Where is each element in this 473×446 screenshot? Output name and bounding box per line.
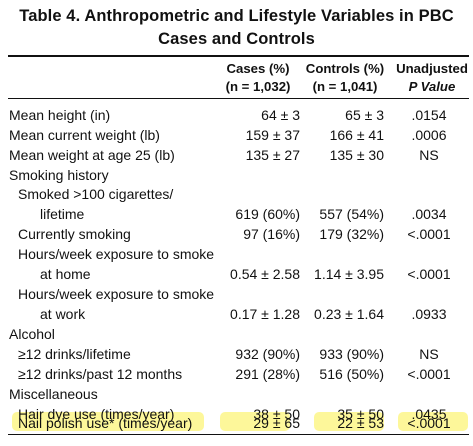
row-label: lifetime <box>40 206 85 222</box>
row-label: Nail polish use* (times/year) <box>18 415 193 431</box>
row-label: Mean current weight (lb) <box>9 127 160 143</box>
table-row: Hair dye use (times/year) 38 ± 50 35 ± 50.… <box>0 404 473 425</box>
row-label: Miscellaneous <box>9 386 98 402</box>
row-controls-value: 35 ± 50 <box>337 406 384 422</box>
row-controls-value: 65 ± 3 <box>345 107 384 123</box>
row-label: Smoking history <box>9 167 109 183</box>
row-cases-value: 291 (28%) <box>235 366 300 382</box>
table-row: Hours/week exposure to smoke <box>0 284 473 305</box>
table-title-line1: Table 4. Anthropometric and Lifestyle Va… <box>19 7 454 25</box>
row-controls-value: 1.14 ± 3.95 <box>314 266 384 282</box>
table-row: Alcohol <box>0 324 473 345</box>
highlight-label <box>12 412 204 431</box>
table-row: Currently smoking 97 (16%) 179 (32%) <.0001 <box>0 224 473 245</box>
table-row: ≥12 drinks/lifetime 932 (90%) 933 (90%) NS <box>0 344 473 365</box>
row-p-value: NS <box>419 147 439 163</box>
table-row: Mean height (in) 64 ± 3 65 ± 3 .0154 <box>0 105 473 126</box>
table-row: at work 0.17 ± 1.28 0.23 ± 1.64 .0933 <box>0 304 473 325</box>
row-controls-value: 933 (90%) <box>319 346 384 362</box>
row-cases-value: 619 (60%) <box>235 206 300 222</box>
row-cases-value: 159 ± 37 <box>245 127 300 143</box>
table-title: Table 4. Anthropometric and Lifestyle Va… <box>0 5 473 51</box>
row-p-value: <.0001 <box>407 226 451 242</box>
row-p-value: .0933 <box>411 306 447 322</box>
row-cases-value: 0.17 ± 1.28 <box>230 306 300 322</box>
table-row: Mean weight at age 25 (lb) 135 ± 27 135 ± … <box>0 145 473 166</box>
row-p-value: <.0001 <box>407 415 451 431</box>
highlight-controls <box>314 412 384 431</box>
top-rule <box>8 55 469 57</box>
row-p-value: <.0001 <box>407 266 451 282</box>
row-cases-value: 38 ± 50 <box>253 406 300 422</box>
table-title-line2: Cases and Controls <box>158 30 315 48</box>
row-cases-value: 29 ± 65 <box>253 415 300 431</box>
table-row: lifetime 619 (60%) 557 (54%) .0034 <box>0 204 473 225</box>
row-label: Mean weight at age 25 (lb) <box>9 147 175 163</box>
row-p-value: .0034 <box>411 206 447 222</box>
row-label: Alcohol <box>9 326 55 342</box>
row-p-value: .0154 <box>411 107 447 123</box>
row-cases-value: 97 (16%) <box>243 226 300 242</box>
header-p-line1: Unadjusted <box>396 61 468 76</box>
row-label: Hair dye use (times/year) <box>18 406 175 422</box>
row-p-value: <.0001 <box>407 366 451 382</box>
bottom-rule <box>8 434 469 435</box>
row-controls-value: 135 ± 30 <box>329 147 384 163</box>
row-cases-value: 135 ± 27 <box>245 147 300 163</box>
row-controls-value: 179 (32%) <box>319 226 384 242</box>
table-row: ≥12 drinks/past 12 months 291 (28%) 516 (5… <box>0 364 473 385</box>
row-label: ≥12 drinks/lifetime <box>18 346 131 362</box>
row-controls-value: 22 ± 53 <box>337 415 384 431</box>
row-label: Currently smoking <box>18 226 131 242</box>
row-p-value: NS <box>419 346 439 362</box>
row-controls-value: 557 (54%) <box>319 206 384 222</box>
highlight-p <box>398 412 468 431</box>
row-controls-value: 166 ± 41 <box>329 127 384 143</box>
row-controls-value: 516 (50%) <box>319 366 384 382</box>
header-controls-line2: (n = 1,041) <box>312 79 378 94</box>
table-row: at home 0.54 ± 2.58 1.14 ± 3.95 <.0001 <box>0 264 473 285</box>
header-p-line2: P Value <box>408 79 456 94</box>
table-row: Smoking history <box>0 165 473 186</box>
row-cases-value: 0.54 ± 2.58 <box>230 266 300 282</box>
header-controls: Controls (%) (n = 1,041) <box>296 60 394 96</box>
highlight-cases <box>220 412 290 431</box>
table-row: Mean current weight (lb) 159 ± 37 166 ± 41… <box>0 125 473 146</box>
row-p-value: .0435 <box>411 406 447 422</box>
row-label: at home <box>40 266 91 282</box>
header-p-value: Unadjusted P Value <box>394 60 470 96</box>
header-controls-line1: Controls (%) <box>305 61 385 76</box>
row-label: Hours/week exposure to smoke <box>18 246 215 262</box>
header-rule <box>8 98 469 99</box>
row-label: ≥12 drinks/past 12 months <box>18 366 183 382</box>
row-label: Hours/week exposure to smoke <box>18 286 215 302</box>
row-controls-value: 0.23 ± 1.64 <box>314 306 384 322</box>
row-cases-value: 64 ± 3 <box>261 107 300 123</box>
row-cases-value: 932 (90%) <box>235 346 300 362</box>
table-row: Miscellaneous <box>0 384 473 405</box>
header-cases-line2: (n = 1,032) <box>225 79 291 94</box>
row-label: Mean height (in) <box>9 107 111 123</box>
header-cases-line1: Cases (%) <box>226 61 290 76</box>
row-p-value: .0006 <box>411 127 447 143</box>
table-row: Smoked >100 cigarettes/ <box>0 184 473 205</box>
table-row: Hours/week exposure to smoke <box>0 244 473 265</box>
row-label: at work <box>40 306 86 322</box>
header-cases: Cases (%) (n = 1,032) <box>208 60 308 96</box>
table-row: Nail polish use* (times/year) 29 ± 65 22 ±… <box>0 413 473 434</box>
row-label: Smoked >100 cigarettes/ <box>18 186 174 202</box>
